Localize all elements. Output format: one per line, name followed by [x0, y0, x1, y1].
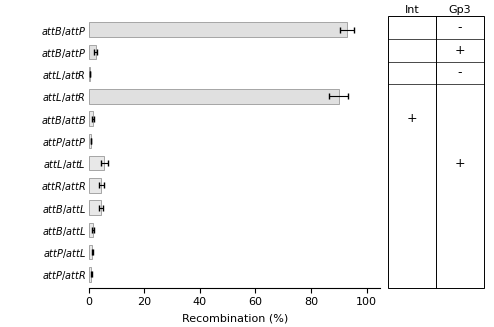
Text: +: +: [454, 157, 465, 170]
Bar: [89, 89, 339, 104]
Text: +: +: [407, 112, 417, 125]
Bar: [89, 200, 101, 215]
Bar: [89, 267, 91, 282]
Bar: [89, 45, 96, 59]
Bar: [89, 245, 92, 259]
Bar: [89, 67, 90, 81]
Text: +: +: [454, 44, 465, 57]
Bar: [89, 178, 101, 193]
Bar: [89, 23, 347, 37]
Bar: [89, 134, 91, 148]
Bar: [89, 223, 93, 237]
Text: -: -: [458, 21, 462, 34]
Text: -: -: [458, 66, 462, 79]
X-axis label: Recombination (%): Recombination (%): [181, 313, 288, 323]
Bar: [89, 112, 93, 126]
Text: Int: Int: [405, 5, 419, 15]
Bar: [89, 156, 104, 170]
Text: Gp3: Gp3: [449, 5, 471, 15]
